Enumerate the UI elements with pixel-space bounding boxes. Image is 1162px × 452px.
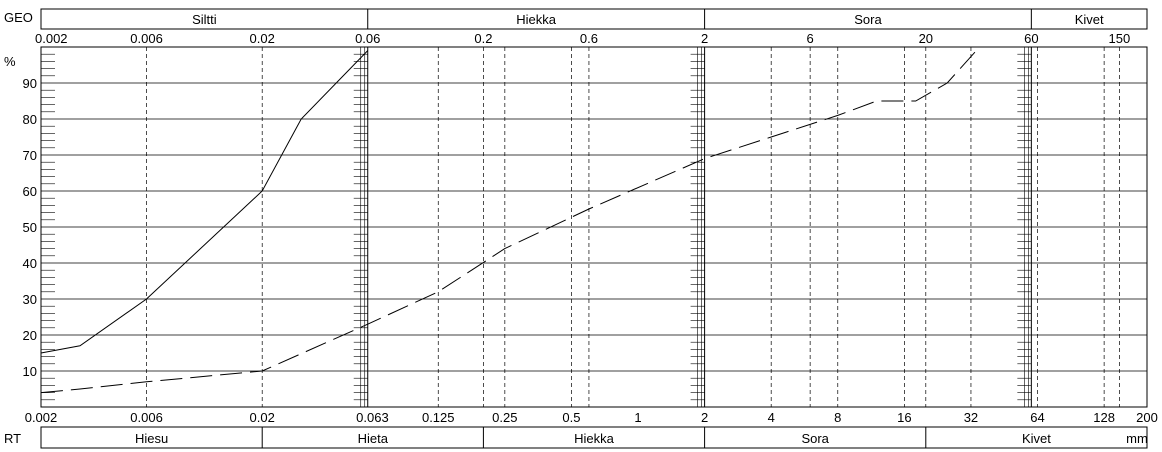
y-tick-label: 60 [23,184,37,199]
top-tick-label: 0.2 [474,31,492,46]
y-tick-label: 30 [23,292,37,307]
y-axis-label: % [4,54,16,69]
bottom-class-label: Sora [801,431,829,446]
top-class-label: Hiekka [516,12,557,27]
top-tick-label: 0.002 [35,31,68,46]
bottom-class-label: Kivet [1022,431,1051,446]
bottom-header-label: RT [4,431,21,446]
bottom-class-label: Hiekka [574,431,615,446]
top-tick-label: 0.06 [355,31,380,46]
series-line-1 [40,50,369,354]
bottom-tick-label: 4 [768,410,775,425]
bottom-tick-label: 16 [897,410,911,425]
bottom-tick-label: 64 [1030,410,1044,425]
bottom-tick-label: 2 [701,410,708,425]
top-tick-label: 0.02 [250,31,275,46]
bottom-class-label: Hieta [358,431,389,446]
y-tick-label: 10 [23,364,37,379]
y-tick-label: 40 [23,256,37,271]
bottom-tick-label: 0.002 [25,410,58,425]
y-tick-label: 80 [23,112,37,127]
bottom-class-band [40,426,1148,449]
bottom-tick-label: 200 [1136,410,1158,425]
series [40,46,980,394]
axes: 10 20 30 40 50 60 70 80 90 0.002 0.006 0.02 0.06 0.2 0… [23,31,1158,425]
bottom-tick-label: 1 [634,410,641,425]
top-class-band [40,8,1148,30]
top-tick-label: 20 [919,31,933,46]
y-tick-label: 90 [23,76,37,91]
y-tick-label: 70 [23,148,37,163]
y-tick-label: 20 [23,328,37,343]
grid [40,46,1148,408]
top-tick-label: 6 [807,31,814,46]
bottom-tick-label: 8 [834,410,841,425]
bottom-tick-label: 0.125 [422,410,455,425]
top-tick-label: 60 [1024,31,1038,46]
class-bands: Siltti Hiekka Sora Kivet Hiesu Hieta Hiekka Sor… [40,8,1148,449]
bottom-class-label: Hiesu [135,431,168,446]
unit-label: mm [1126,431,1148,446]
y-tick-label: 50 [23,220,37,235]
bottom-tick-label: 0.006 [130,410,163,425]
top-class-label: Sora [854,12,882,27]
top-tick-label: 2 [701,31,708,46]
bottom-tick-label: 0.063 [356,410,389,425]
bottom-tick-label: 128 [1093,410,1115,425]
bottom-tick-label: 0.25 [492,410,517,425]
bottom-tick-label: 0.5 [562,410,580,425]
series-line-2 [40,46,980,394]
top-header-label: GEO [4,10,33,25]
bottom-tick-label: 32 [964,410,978,425]
top-class-label: Kivet [1075,12,1104,27]
bottom-tick-label: 0.02 [250,410,275,425]
top-tick-label: 0.6 [580,31,598,46]
top-class-label: Siltti [192,12,217,27]
top-tick-label: 150 [1109,31,1131,46]
top-tick-label: 0.006 [130,31,163,46]
